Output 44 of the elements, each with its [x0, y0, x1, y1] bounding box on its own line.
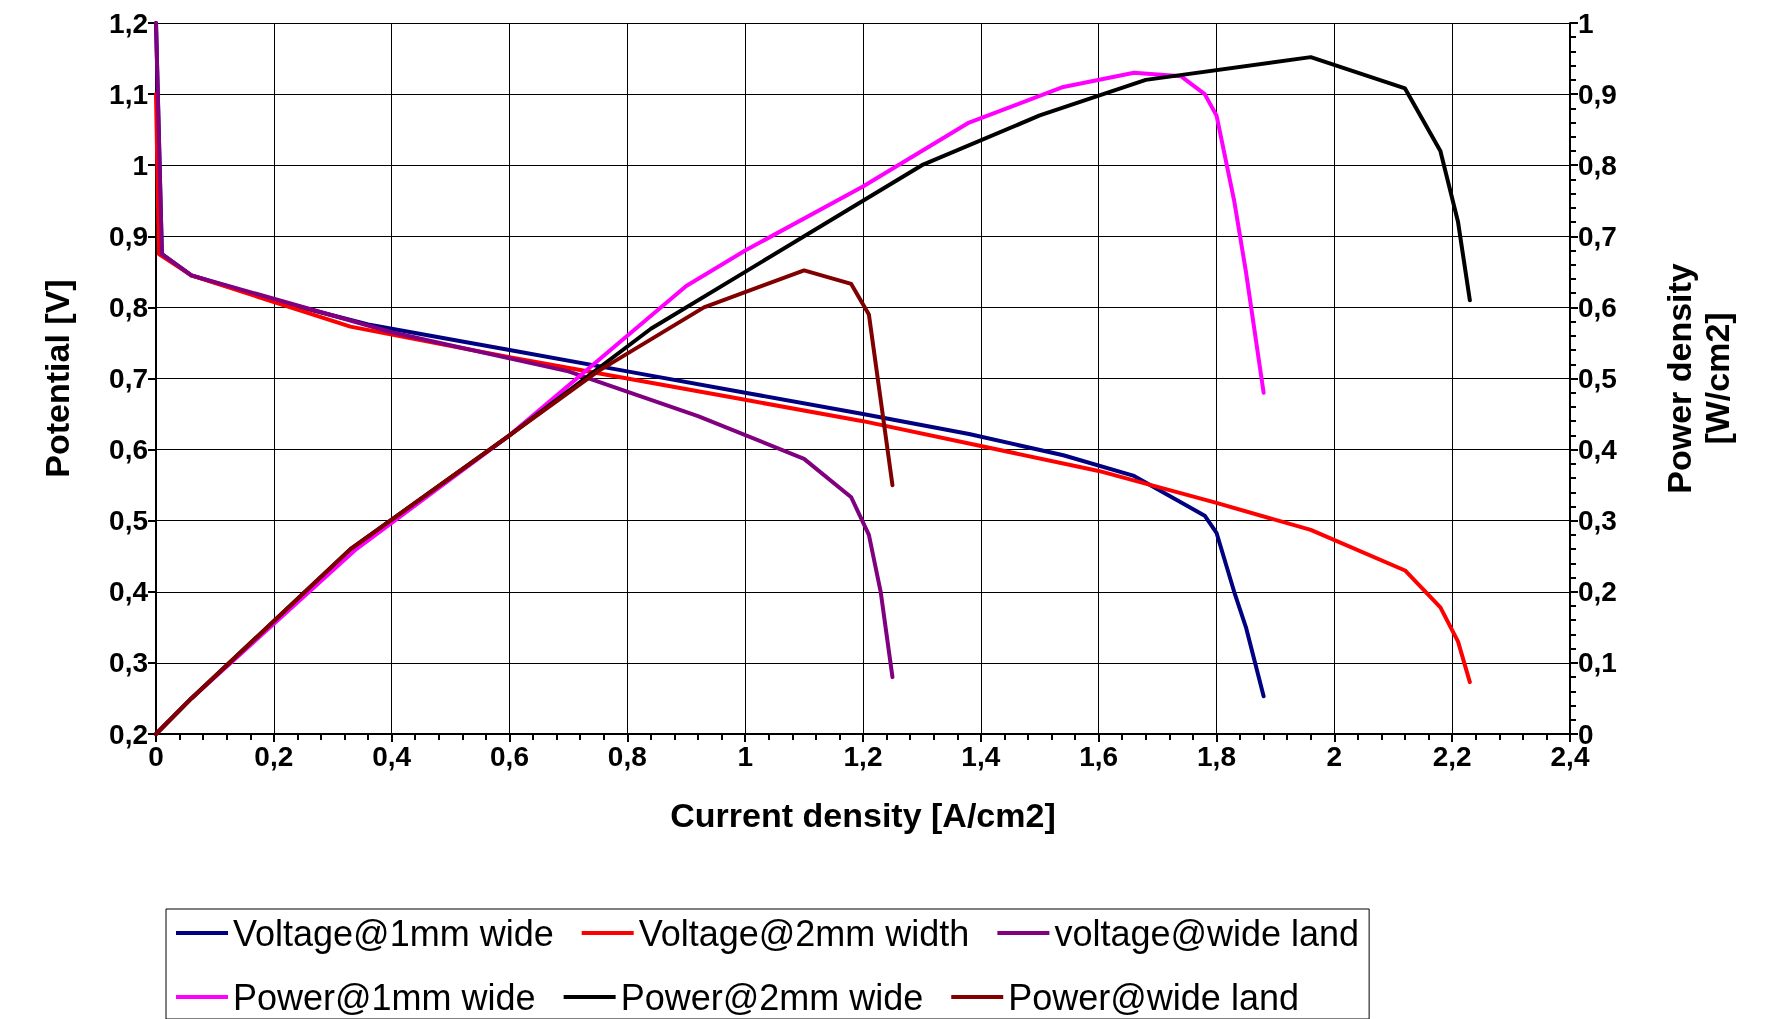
y-tick-label: 0,4 [109, 576, 149, 608]
x-tick-label: 0,4 [372, 740, 412, 772]
y-axis-title: Potential [V] [38, 279, 76, 478]
legend-label: Power@wide land [1008, 976, 1299, 1018]
y-tick-label: 0,7 [109, 363, 148, 394]
legend-label: voltage@wide land [1054, 912, 1360, 954]
y2-tick-label: 0,4 [1578, 434, 1618, 466]
x-tick-label: 2 [1326, 740, 1343, 772]
x-tick-label: 2,2 [1432, 740, 1472, 772]
legend-label: Voltage@2mm width [638, 912, 970, 954]
legend-label: Voltage@1mm wide [233, 912, 554, 954]
x-tick-label: 0,2 [254, 740, 294, 772]
y-tick-label: 1 [132, 149, 148, 181]
y-tick-label: 1,2 [109, 7, 148, 39]
line-series [154, 21, 895, 680]
y-tick-label: 1,1 [109, 78, 148, 110]
y-tick-label: 0,2 [109, 718, 148, 750]
line-series [154, 268, 895, 736]
y2-tick-label: 0,1 [1578, 647, 1617, 679]
x-tick-label: 0,6 [490, 740, 529, 772]
y2-tick-label: 0,9 [1578, 78, 1617, 110]
y2-tick-label: 0,6 [1578, 291, 1617, 323]
y-tick-label: 0,9 [109, 220, 148, 252]
y2-tick-label: 0,5 [1578, 363, 1617, 394]
y2-tick-label: 0,7 [1578, 220, 1617, 252]
legend-label: Power@2mm wide [620, 976, 924, 1018]
y2-tick-label: 0,8 [1578, 149, 1617, 181]
legend-label: Power@1mm wide [233, 976, 536, 1018]
y-tick-label: 0,8 [109, 291, 148, 323]
y-tick-label: 0,5 [109, 505, 148, 537]
x-tick-label: 0 [148, 740, 164, 772]
x-tick-label: 1,8 [1197, 740, 1236, 772]
x-tick-label: 0,8 [607, 740, 647, 772]
y2-tick-label: 0,2 [1578, 576, 1617, 608]
x-tick-label: 1,2 [843, 740, 883, 772]
y2-tick-label: 0,3 [1578, 505, 1617, 537]
y-tick-label: 0,3 [109, 647, 148, 679]
y2-axis-title: Power density [W/cm2] [1660, 263, 1736, 494]
x-tick-label: 1,6 [1079, 740, 1119, 772]
x-axis-title: Current density [A/cm2] [670, 796, 1056, 834]
y2-tick-label: 1 [1578, 7, 1594, 39]
x-tick-label: 1,4 [961, 740, 1001, 772]
y-tick-label: 0,6 [109, 434, 148, 466]
x-tick-label: 1 [737, 740, 753, 772]
